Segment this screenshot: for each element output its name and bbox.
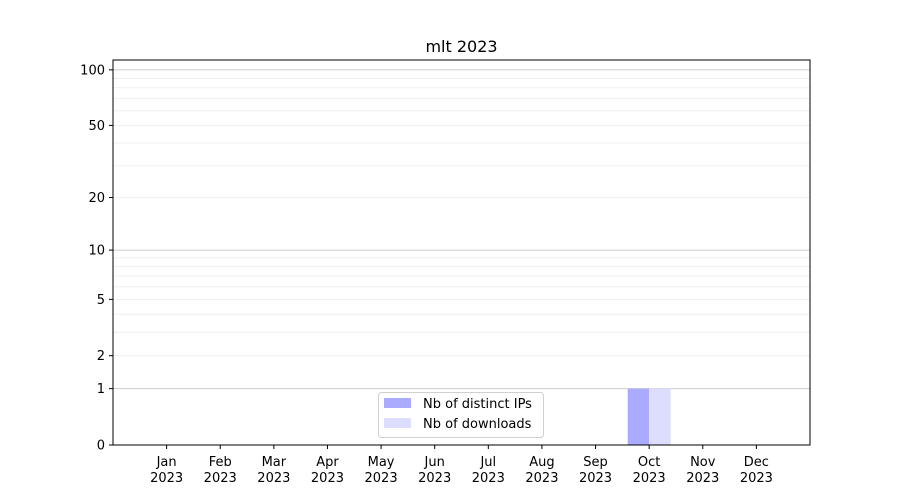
x-tick-label-line: 2023 (579, 471, 612, 486)
bars (627, 388, 671, 445)
x-tick-label-line: Feb (209, 455, 232, 470)
x-tick-label: Jan 2023 (150, 455, 183, 486)
y-tick-label: 10 (88, 244, 105, 259)
x-tick-label: Feb 2023 (204, 455, 237, 486)
x-tick-label-line: Nov (690, 455, 716, 470)
legend-swatch (384, 398, 411, 408)
x-tick-label-line: 2023 (365, 471, 398, 486)
x-tick-label-line: 2023 (472, 471, 505, 486)
x-tick-label: Dec 2023 (740, 455, 773, 486)
x-tick-label-line: Jun (424, 455, 445, 470)
x-tick-label-line: Aug (529, 455, 554, 470)
legend: Nb of distinct IPs Nb of downloads (378, 392, 544, 438)
x-tick-label-line: Mar (262, 455, 287, 470)
x-tick-label-line: 2023 (633, 471, 666, 486)
x-tick-label-line: 2023 (150, 471, 183, 486)
y-tick-label: 20 (88, 191, 105, 206)
y-tick-label: 0 (97, 439, 105, 454)
chart-title: mlt 2023 (425, 37, 497, 56)
x-tick-label-line: Jul (479, 455, 496, 470)
x-tick-label-line: Apr (316, 455, 339, 470)
x-tick-label: Oct 2023 (633, 455, 666, 486)
y-tick-label: 1 (97, 382, 105, 397)
x-tick-label: Nov 2023 (686, 455, 719, 486)
x-tick-label: Mar 2023 (257, 455, 290, 486)
x-tick-label-line: Dec (744, 455, 769, 470)
x-tick-label-line: 2023 (257, 471, 290, 486)
x-tick-label-line: 2023 (686, 471, 719, 486)
bar-downloads (649, 388, 671, 445)
x-tick-label: May 2023 (365, 455, 398, 486)
x-tick-label: Apr 2023 (311, 455, 344, 486)
x-tick-label-line: 2023 (311, 471, 344, 486)
x-tick-label: Jul 2023 (472, 455, 505, 486)
plot-frame (112, 59, 811, 446)
x-tick-label: Aug 2023 (525, 455, 558, 486)
x-tick-label-line: 2023 (204, 471, 237, 486)
y-tick-label: 5 (97, 293, 105, 308)
x-tick-label-line: Jan (156, 455, 177, 470)
x-tick-label-line: 2023 (740, 471, 773, 486)
grid (113, 69, 810, 390)
x-tick-label-line: May (368, 455, 395, 470)
x-tick-label-line: Oct (638, 455, 660, 470)
y-tick-label: 2 (97, 349, 105, 364)
x-tick-label-line: 2023 (418, 471, 451, 486)
x-tick-label-line: 2023 (525, 471, 558, 486)
legend-label: Nb of downloads (423, 417, 532, 432)
x-tick-label: Sep 2023 (579, 455, 612, 486)
legend-label: Nb of distinct IPs (423, 397, 532, 412)
y-tick-label: 100 (80, 63, 105, 78)
y-tick-label: 50 (88, 119, 105, 134)
legend-box (378, 392, 544, 438)
x-tick-label: Jun 2023 (418, 455, 451, 486)
bar-distinct-ips (627, 388, 650, 445)
x-tick-label-line: Sep (583, 455, 608, 470)
legend-swatch (384, 418, 411, 428)
